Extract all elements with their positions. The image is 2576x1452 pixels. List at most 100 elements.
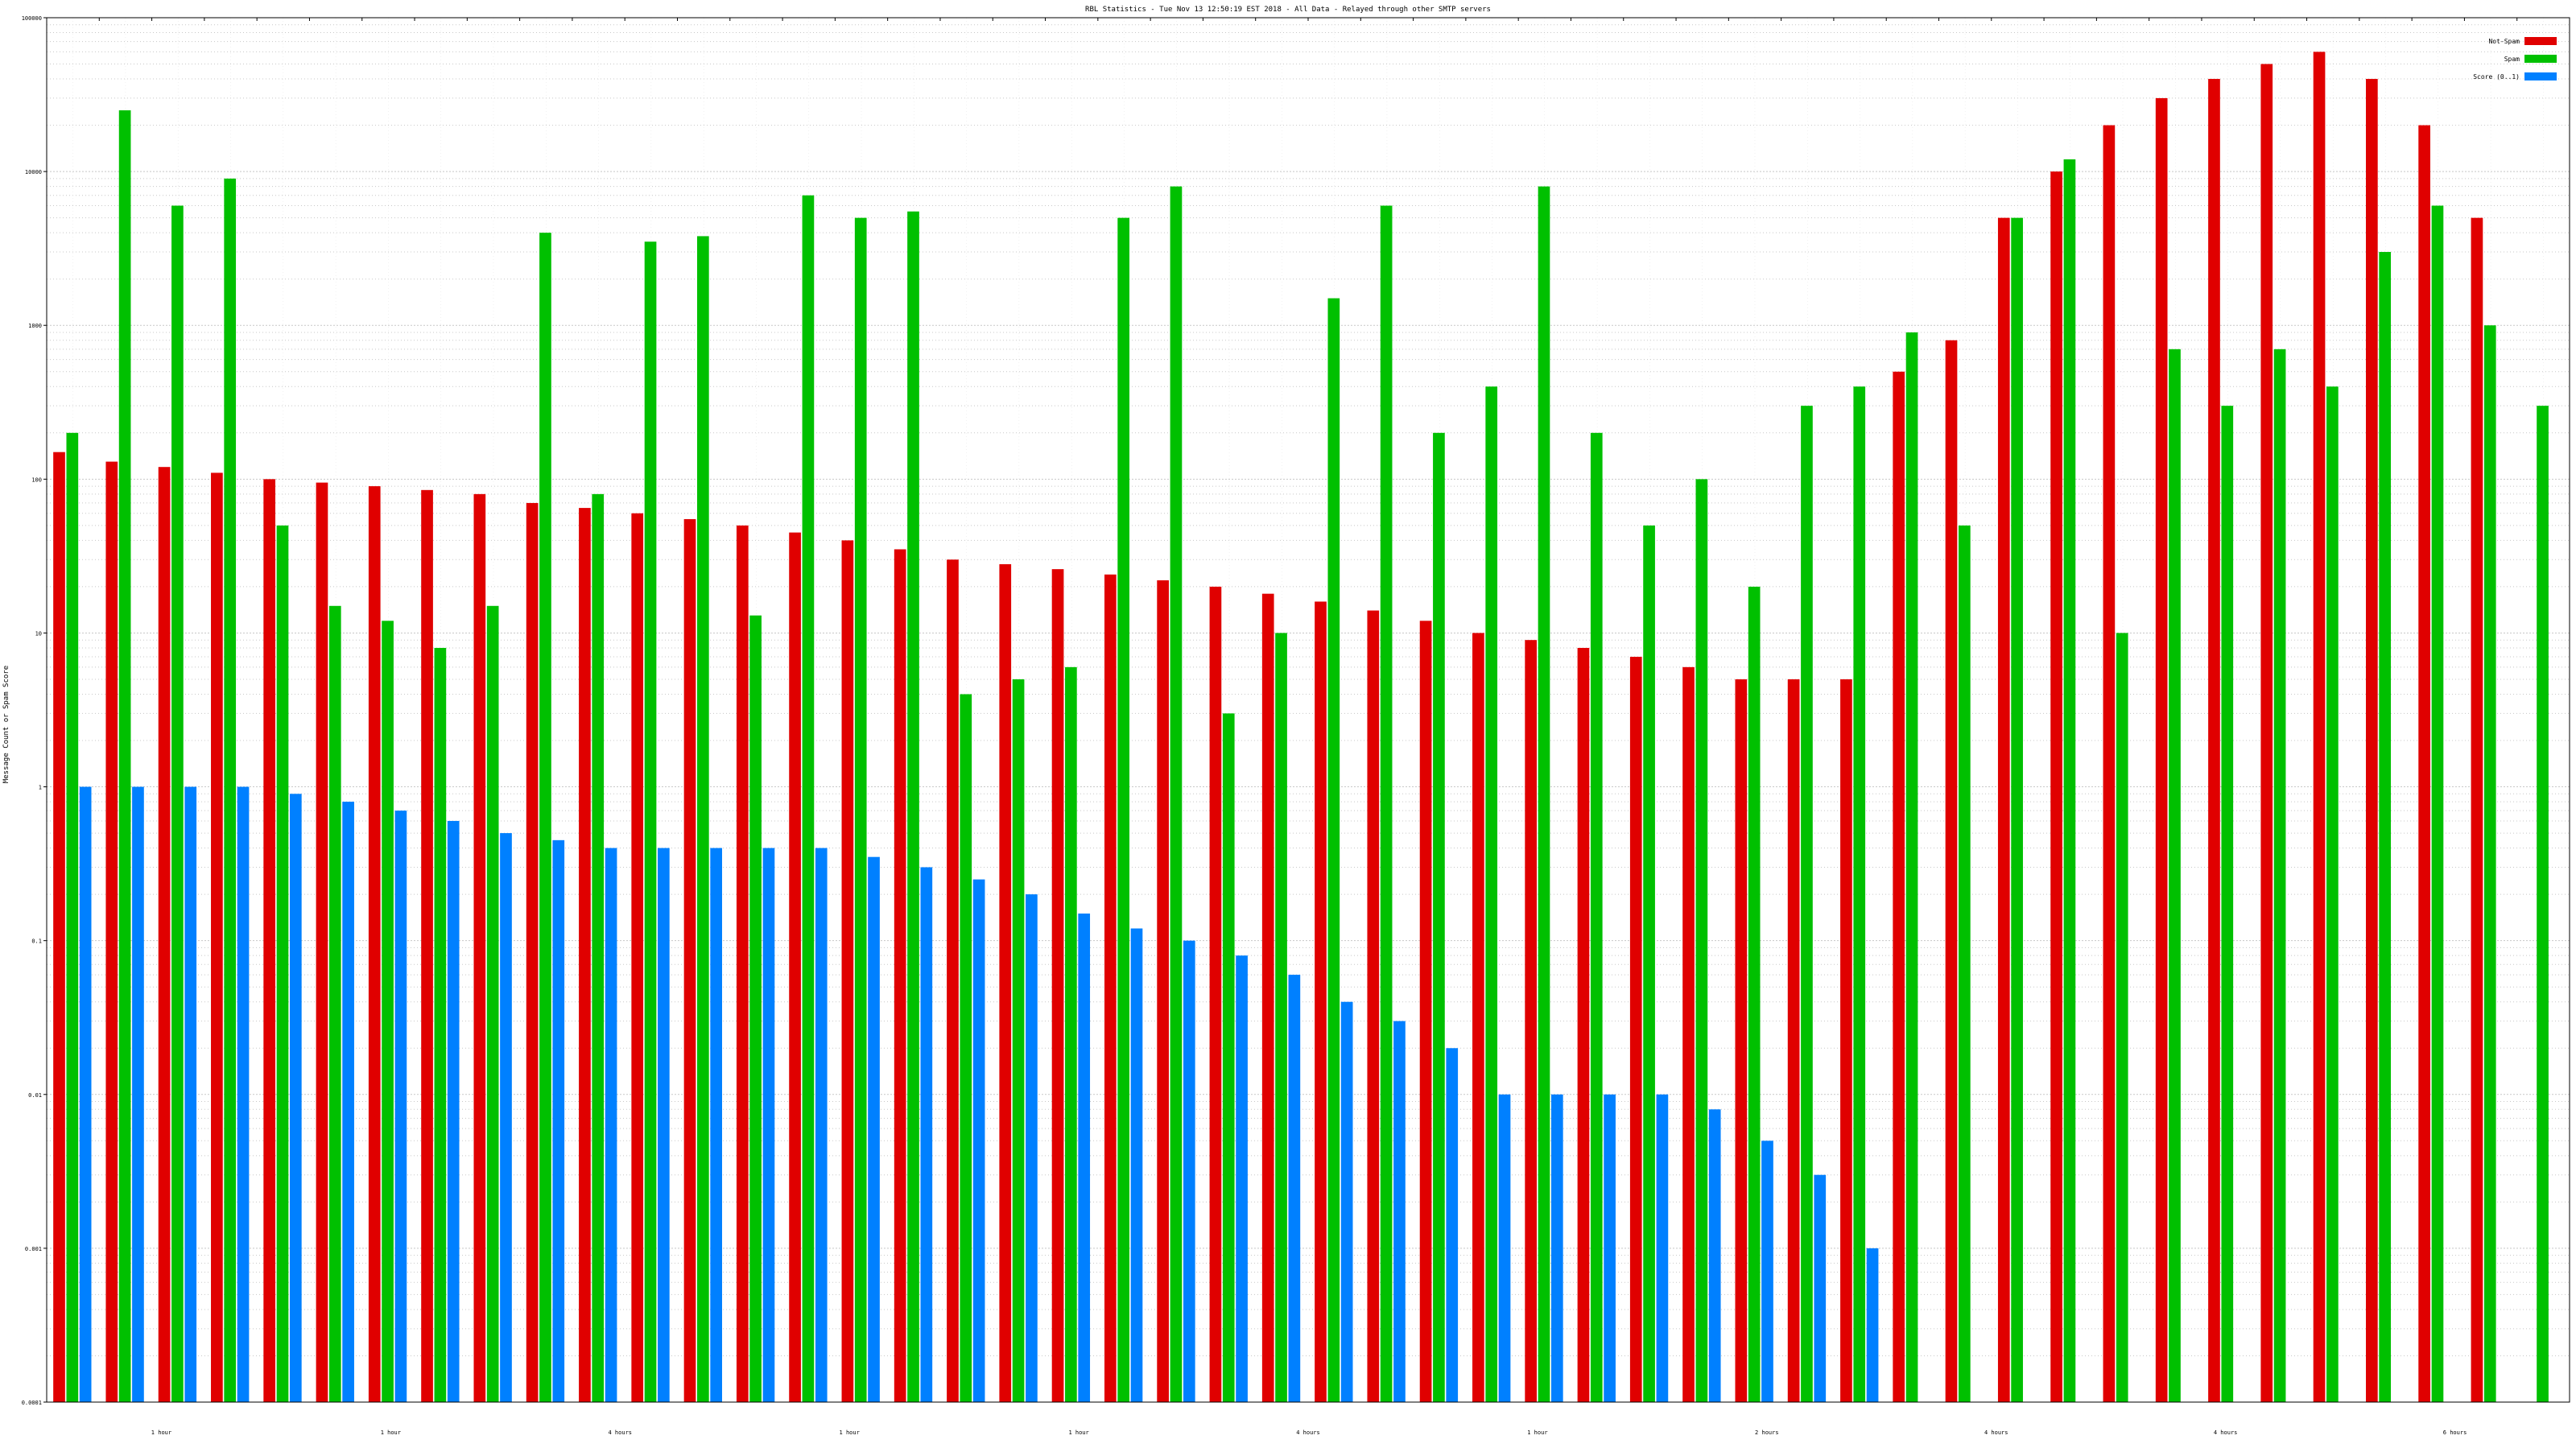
bar [1485,386,1498,1403]
y-tick-label: 0.01 [28,1092,42,1099]
bar [2483,325,2496,1403]
bar [316,482,328,1402]
bar [2273,349,2286,1403]
bar [2379,252,2392,1402]
bar [1012,679,1025,1402]
y-tick-label: 1 [39,785,42,791]
bar [1209,586,1222,1402]
bar [368,486,381,1402]
bar [2365,79,2378,1402]
bar [263,479,276,1403]
x-bottom-label: 4 hours [1296,1429,1320,1436]
bar [1340,1001,1353,1402]
bar [289,794,302,1402]
bar [1078,914,1091,1402]
bar [473,493,486,1402]
bar [1761,1141,1773,1402]
bar [1261,593,1274,1402]
bar [2063,159,2076,1402]
bar [1866,1248,1879,1402]
bar [224,178,237,1403]
y-tick-label: 10000 [25,169,42,175]
bar [710,848,722,1402]
bar [1590,432,1603,1402]
legend: Not-Spam Spam Score (0..1) [2473,37,2557,80]
x-bottom-label: 1 hour [1527,1429,1547,1436]
y-tick-label: 10 [35,630,42,637]
legend-label: Score (0..1) [2473,73,2520,80]
bar [1997,217,2010,1402]
bar [2169,349,2181,1403]
y-axis-label: Message Count or Spam Score [2,666,10,783]
bar [2431,205,2444,1402]
legend-swatch [2524,55,2557,63]
bar [802,195,815,1402]
bar [1577,647,1590,1402]
legend-label: Spam [2504,56,2520,63]
y-tick-label: 0.001 [25,1246,42,1252]
series-2 [79,786,1879,1402]
bar [1393,1021,1406,1402]
bar [394,811,407,1402]
y-tick-label: 100 [31,476,42,483]
y-tick-label: 0.1 [31,938,42,945]
bar [1787,679,1800,1402]
bar [1893,371,1905,1402]
bar [1814,1174,1827,1402]
bars-layer [53,52,2549,1403]
bar [1695,479,1708,1403]
bar [434,647,447,1402]
bar [1748,586,1761,1402]
bar [1065,666,1077,1402]
bar [276,525,289,1402]
bar [1157,580,1169,1402]
bar [526,502,539,1403]
bar [500,833,512,1402]
bar [841,540,854,1403]
bar [1643,525,1655,1402]
bar [118,110,131,1403]
bar [1472,633,1484,1402]
bar [2313,52,2326,1403]
bar [1735,679,1748,1402]
bar [105,461,118,1402]
series-1 [66,110,2549,1403]
bar [211,472,223,1402]
bar [1130,928,1143,1402]
bar [132,786,144,1402]
bar [2418,125,2430,1402]
bar [1853,386,1866,1403]
bar [1419,621,1432,1402]
bar [960,694,972,1402]
bar [1117,217,1130,1402]
bar [815,848,828,1402]
bar [644,241,657,1403]
bar [237,786,250,1402]
legend-label: Not-Spam [2488,38,2520,45]
bar [2103,125,2116,1402]
x-bottom-label: 4 hours [609,1429,633,1436]
bar [592,493,605,1402]
bar [1051,569,1064,1402]
bar [1958,525,1971,1402]
bar [184,786,197,1402]
bar [1222,713,1235,1402]
bar [421,489,433,1402]
bar [1183,940,1195,1402]
bar [696,236,709,1402]
bar [762,848,775,1402]
x-bottom-label: 6 hours [2443,1429,2467,1436]
x-bottom-label: 1 hour [381,1429,401,1436]
bar [447,820,460,1402]
bar [736,525,749,1402]
bar [1525,640,1538,1402]
bar [631,513,644,1402]
bar [1026,894,1038,1402]
bar [2537,406,2549,1402]
x-bottom-label: 4 hours [1984,1429,2008,1436]
bar [1682,666,1695,1402]
bar [2260,64,2273,1403]
bar [1104,574,1117,1402]
bar [894,549,906,1402]
bar [552,839,565,1402]
